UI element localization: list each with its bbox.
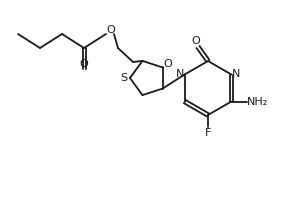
Text: N: N <box>232 69 241 78</box>
Text: O: O <box>192 36 200 46</box>
Text: O: O <box>79 59 88 69</box>
Text: O: O <box>163 60 172 69</box>
Text: NH₂: NH₂ <box>247 96 268 107</box>
Text: F: F <box>205 128 211 138</box>
Text: S: S <box>121 73 127 83</box>
Text: N: N <box>175 69 184 78</box>
Text: O: O <box>107 25 115 35</box>
